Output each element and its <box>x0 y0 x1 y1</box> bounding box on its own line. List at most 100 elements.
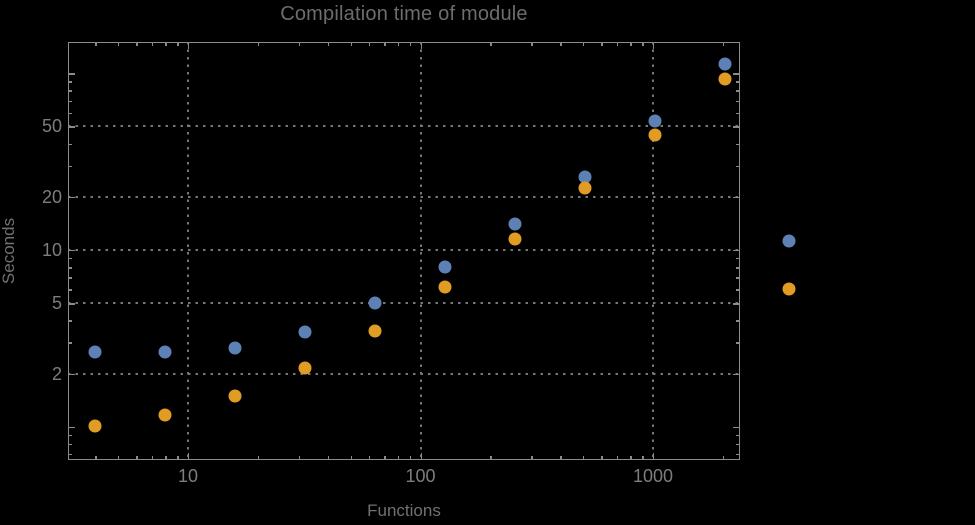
plot-area <box>68 42 740 460</box>
tick-mark-y-right <box>736 277 739 279</box>
gridline-y-5 <box>68 302 740 305</box>
y-tick-label: 10 <box>41 240 62 260</box>
x-tick-label: 10 <box>177 466 199 486</box>
tick-mark-y-left <box>69 81 72 83</box>
tick-mark-y-left <box>69 277 72 279</box>
data-point-blue-128 <box>438 260 452 274</box>
tick-mark-x-top <box>630 43 632 46</box>
tick-mark-x-top <box>136 43 138 46</box>
tick-mark-y-left <box>69 373 75 375</box>
data-point-blue-512 <box>578 170 592 184</box>
tick-mark-y-right <box>733 196 739 199</box>
data-point-blue-8 <box>158 345 172 359</box>
tick-mark-y-right <box>733 426 739 429</box>
tick-mark-x-bottom <box>95 456 97 459</box>
data-point-orange-2048 <box>718 72 732 86</box>
tick-mark-x-bottom <box>136 456 138 459</box>
tick-mark-x-bottom <box>583 456 585 459</box>
tick-mark-y-left <box>69 267 72 269</box>
tick-mark-y-left <box>69 73 75 75</box>
tick-mark-y-left <box>69 454 72 456</box>
tick-mark-y-left <box>69 250 75 252</box>
tick-mark-y-left <box>69 426 75 429</box>
tick-mark-x-top <box>298 43 301 46</box>
tick-mark-y-left <box>69 303 75 305</box>
tick-mark-x-top <box>384 43 386 46</box>
tick-mark-y-right <box>733 126 739 128</box>
tick-mark-x-bottom <box>368 456 371 459</box>
tick-mark-y-right <box>736 267 739 269</box>
tick-mark-x-top <box>583 43 585 46</box>
tick-mark-y-right <box>733 250 739 252</box>
legend-marker-orange <box>782 282 796 296</box>
data-point-orange-32 <box>298 361 312 375</box>
tick-mark-y-right <box>736 100 739 103</box>
data-point-orange-8 <box>158 408 172 422</box>
tick-mark-x-top <box>397 43 400 46</box>
tick-mark-y-left <box>69 258 72 260</box>
tick-mark-x-top <box>409 43 412 46</box>
tick-mark-x-top <box>531 43 533 46</box>
tick-mark-y-right <box>736 443 739 446</box>
data-point-blue-2048 <box>718 57 732 71</box>
tick-mark-y-left <box>69 165 72 168</box>
legend-marker-blue <box>782 234 796 248</box>
chart-title: Compilation time of module <box>280 3 528 25</box>
tick-mark-y-left <box>69 434 72 437</box>
data-point-blue-1024 <box>648 114 662 128</box>
tick-mark-y-right <box>736 434 739 437</box>
tick-mark-y-right <box>736 90 739 92</box>
tick-mark-x-bottom <box>177 456 179 459</box>
tick-mark-x-bottom <box>257 456 260 459</box>
tick-mark-x-top <box>327 43 330 46</box>
tick-mark-y-right <box>733 373 739 375</box>
tick-mark-x-top <box>642 43 644 46</box>
y-tick-label: 20 <box>41 186 62 207</box>
tick-mark-y-right <box>733 73 739 75</box>
tick-mark-x-top <box>653 43 655 49</box>
data-point-blue-32 <box>298 325 312 339</box>
x-tick-label: 1000 <box>632 466 674 486</box>
tick-mark-y-left <box>69 342 72 344</box>
x-axis-label: Functions <box>367 501 441 520</box>
tick-mark-x-top <box>188 43 190 49</box>
data-point-orange-512 <box>578 181 592 195</box>
tick-mark-x-top <box>420 43 422 49</box>
tick-mark-y-right <box>736 454 739 456</box>
tick-mark-x-bottom <box>327 456 330 459</box>
tick-mark-x-bottom <box>616 456 619 459</box>
tick-mark-x-bottom <box>560 456 562 459</box>
tick-mark-x-top <box>560 43 562 46</box>
tick-mark-x-bottom <box>420 453 422 459</box>
tick-mark-x-top <box>95 43 97 46</box>
gridline-x-1000 <box>652 42 654 460</box>
tick-mark-x-bottom <box>118 456 120 459</box>
data-point-blue-16 <box>228 341 242 355</box>
tick-mark-x-top <box>722 43 725 46</box>
tick-mark-x-top <box>257 43 260 46</box>
tick-mark-y-left <box>69 126 75 128</box>
tick-mark-y-right <box>736 143 739 145</box>
gridline-y-2 <box>68 372 740 375</box>
data-point-orange-4 <box>88 419 102 433</box>
tick-mark-x-top <box>151 43 154 46</box>
data-point-blue-64 <box>368 296 382 310</box>
data-point-orange-1024 <box>648 128 662 142</box>
tick-mark-x-top <box>350 43 352 46</box>
gridline-y-10 <box>68 249 740 251</box>
data-point-blue-256 <box>508 217 522 231</box>
tick-mark-x-top <box>616 43 619 46</box>
tick-mark-x-top <box>490 43 492 46</box>
x-tick-label: 100 <box>405 466 436 486</box>
tick-mark-x-bottom <box>653 453 655 459</box>
tick-mark-y-left <box>69 320 72 322</box>
tick-mark-y-right <box>736 289 739 291</box>
data-point-orange-256 <box>508 232 522 246</box>
tick-mark-x-bottom <box>151 456 154 459</box>
y-tick-label: 2 <box>51 363 62 384</box>
gridline-x-10 <box>187 42 189 460</box>
data-point-orange-128 <box>438 280 452 294</box>
tick-mark-x-top <box>177 43 179 46</box>
tick-mark-x-bottom <box>384 456 386 459</box>
